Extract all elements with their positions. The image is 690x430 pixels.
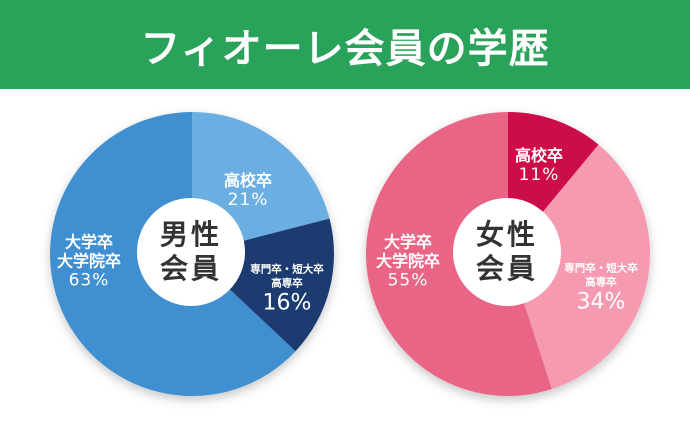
female-label-university: 大学卒 大学院卒 55%	[375, 232, 441, 291]
page-title: フィオーレ会員の学歴	[140, 25, 550, 72]
header-banner: フィオーレ会員の学歴	[0, 0, 690, 89]
female-label-vocational: 専門卒・短大卒 高専卒 34%	[564, 262, 638, 315]
pie-slice	[508, 144, 650, 390]
male-center-label: 男性 会員	[137, 198, 245, 306]
male-label-highschool: 高校卒 21%	[223, 171, 273, 211]
male-label-vocational: 専門卒・短大卒 高専卒 16%	[250, 263, 324, 316]
male-label-university: 大学卒 大学院卒 63%	[56, 232, 122, 291]
female-label-highschool: 高校卒 11%	[514, 146, 564, 186]
female-center-label: 女性 会員	[453, 198, 561, 306]
